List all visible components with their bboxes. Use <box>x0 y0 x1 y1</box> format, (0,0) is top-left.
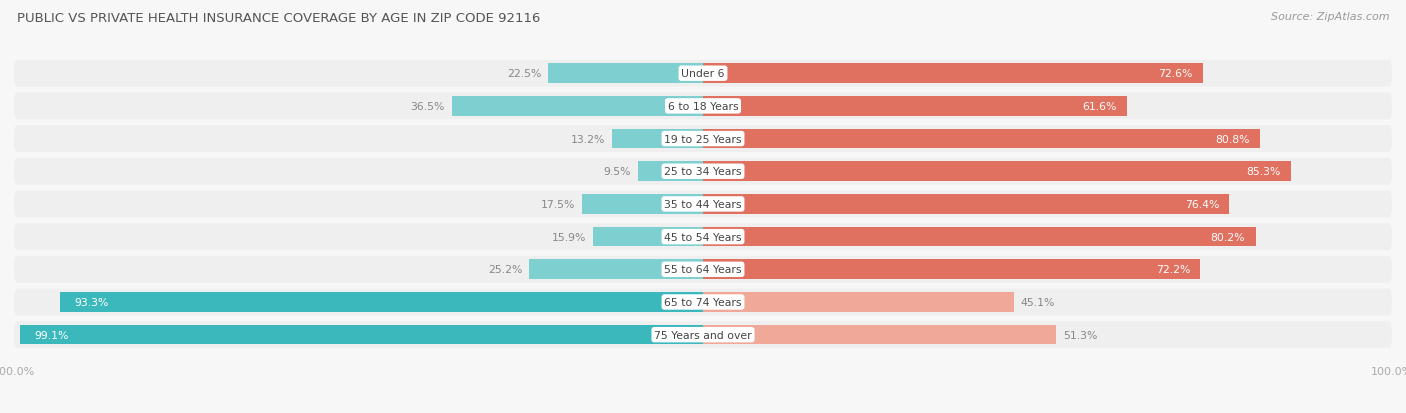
Bar <box>451 97 703 116</box>
Text: PUBLIC VS PRIVATE HEALTH INSURANCE COVERAGE BY AGE IN ZIP CODE 92116: PUBLIC VS PRIVATE HEALTH INSURANCE COVER… <box>17 12 540 25</box>
Text: 17.5%: 17.5% <box>541 199 575 209</box>
Text: 35 to 44 Years: 35 to 44 Years <box>664 199 742 209</box>
FancyBboxPatch shape <box>14 289 1392 316</box>
Text: 15.9%: 15.9% <box>553 232 586 242</box>
Text: 36.5%: 36.5% <box>411 102 444 112</box>
Bar <box>703 162 1291 182</box>
Text: 65 to 74 Years: 65 to 74 Years <box>664 297 742 307</box>
Text: 9.5%: 9.5% <box>603 167 631 177</box>
FancyBboxPatch shape <box>14 93 1392 120</box>
Bar <box>703 129 1260 149</box>
Bar <box>637 162 703 182</box>
Text: 80.2%: 80.2% <box>1211 232 1246 242</box>
FancyBboxPatch shape <box>14 321 1392 348</box>
FancyBboxPatch shape <box>14 191 1392 218</box>
Bar <box>703 64 1204 84</box>
FancyBboxPatch shape <box>14 159 1392 185</box>
Bar <box>60 292 703 312</box>
Text: 45.1%: 45.1% <box>1021 297 1054 307</box>
Text: 19 to 25 Years: 19 to 25 Years <box>664 134 742 144</box>
Bar <box>703 227 1256 247</box>
Text: 13.2%: 13.2% <box>571 134 605 144</box>
Bar <box>548 64 703 84</box>
FancyBboxPatch shape <box>14 224 1392 250</box>
Text: 93.3%: 93.3% <box>75 297 108 307</box>
Bar <box>703 325 1056 344</box>
Text: 25 to 34 Years: 25 to 34 Years <box>664 167 742 177</box>
Bar <box>593 227 703 247</box>
Text: 6 to 18 Years: 6 to 18 Years <box>668 102 738 112</box>
Text: 72.6%: 72.6% <box>1159 69 1192 79</box>
Bar <box>703 97 1128 116</box>
Bar <box>20 325 703 344</box>
FancyBboxPatch shape <box>14 256 1392 283</box>
Text: Source: ZipAtlas.com: Source: ZipAtlas.com <box>1271 12 1389 22</box>
Bar <box>612 129 703 149</box>
FancyBboxPatch shape <box>14 126 1392 152</box>
Text: 99.1%: 99.1% <box>34 330 69 340</box>
Bar <box>582 195 703 214</box>
FancyBboxPatch shape <box>14 61 1392 88</box>
Text: 25.2%: 25.2% <box>488 265 523 275</box>
Text: 55 to 64 Years: 55 to 64 Years <box>664 265 742 275</box>
Text: 80.8%: 80.8% <box>1215 134 1250 144</box>
Bar <box>530 260 703 280</box>
Text: 22.5%: 22.5% <box>506 69 541 79</box>
Text: 51.3%: 51.3% <box>1063 330 1098 340</box>
Bar <box>703 260 1201 280</box>
Text: 72.2%: 72.2% <box>1156 265 1189 275</box>
Text: 75 Years and over: 75 Years and over <box>654 330 752 340</box>
Bar <box>703 292 1014 312</box>
Text: 61.6%: 61.6% <box>1083 102 1116 112</box>
Text: 76.4%: 76.4% <box>1185 199 1219 209</box>
Text: Under 6: Under 6 <box>682 69 724 79</box>
Bar <box>703 195 1229 214</box>
Text: 85.3%: 85.3% <box>1246 167 1281 177</box>
Text: 45 to 54 Years: 45 to 54 Years <box>664 232 742 242</box>
